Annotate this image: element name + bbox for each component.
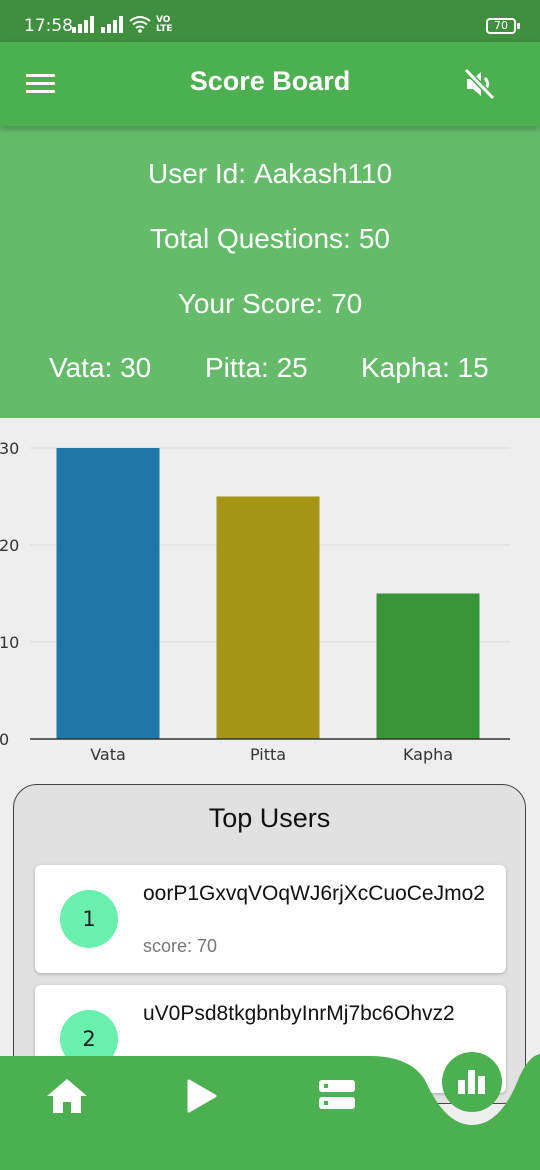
user-name: uV0Psd8tkgbnbyInrMj7bc6Ohvz2	[143, 1002, 455, 1025]
nav-play-button[interactable]	[186, 1078, 218, 1114]
menu-button[interactable]	[26, 72, 56, 96]
bar-chart-icon	[458, 1070, 485, 1094]
kapha-score: Kapha: 15	[361, 352, 489, 384]
battery-indicator: 70	[486, 18, 516, 34]
total-questions-row: Total Questions: 50	[0, 223, 540, 255]
x-tick-label: Vata	[90, 745, 126, 764]
your-score-value: 70	[331, 288, 363, 319]
your-score-row: Your Score: 70	[0, 288, 540, 320]
app-bar: Score Board	[0, 42, 540, 126]
nav-scoreboard-button[interactable]	[442, 1052, 502, 1112]
bar-vata	[56, 448, 160, 739]
kapha-label: Kapha:	[361, 352, 450, 383]
total-questions-label: Total Questions:	[150, 223, 351, 254]
user-id-row: User Id: Aakash110	[0, 158, 540, 190]
score-summary-panel: User Id: Aakash110 Total Questions: 50 You…	[0, 126, 540, 418]
vata-value: 30	[120, 352, 152, 383]
x-tick-label: Kapha	[403, 745, 453, 764]
home-icon	[47, 1079, 87, 1113]
kapha-value: 15	[457, 352, 489, 383]
total-questions-value: 50	[358, 223, 390, 254]
vata-score: Vata: 30	[49, 352, 151, 384]
play-icon	[187, 1079, 217, 1113]
nav-list-button[interactable]	[318, 1078, 356, 1112]
user-list-item[interactable]: 1 oorP1GxvqVOqWJ6rjXcCuoCeJmo2 score: 70	[35, 865, 506, 973]
user-id-value: Aakash110	[254, 158, 393, 189]
top-users-title: Top Users	[208, 803, 331, 833]
signal-icon-2	[101, 16, 123, 33]
volume-mute-icon	[463, 67, 496, 101]
nav-home-button[interactable]	[46, 1076, 88, 1116]
user-score: score: 70	[143, 936, 218, 956]
vata-label: Vata:	[49, 352, 113, 383]
bar-kapha	[376, 593, 480, 739]
bottom-navigation	[0, 1054, 540, 1170]
status-bar: 17:58 VO LTE 70	[0, 0, 540, 42]
y-tick-label: 0	[0, 730, 9, 749]
y-tick-label: 30	[0, 439, 19, 458]
page-title: Score Board	[189, 66, 351, 96]
x-tick-label: Pitta	[250, 745, 286, 764]
dosha-bar-chart: 0 10 20 30 Vata Pitta Kapha	[0, 439, 510, 764]
pitta-label: Pitta:	[205, 352, 269, 383]
y-tick-label: 20	[0, 536, 19, 555]
user-id-label: User Id:	[147, 158, 246, 189]
y-tick-label: 10	[0, 633, 19, 652]
volte-label: VO LTE	[156, 15, 173, 34]
status-time: 17:58	[24, 16, 73, 36]
signal-icon	[72, 16, 94, 33]
pitta-score: Pitta: 25	[205, 352, 308, 384]
pitta-value: 25	[276, 352, 308, 383]
battery-tip	[517, 23, 520, 29]
user-name: oorP1GxvqVOqWJ6rjXcCuoCeJmo2	[143, 882, 485, 905]
your-score-label: Your Score:	[177, 288, 324, 319]
bar-pitta	[216, 496, 320, 739]
rank-badge: 1	[60, 890, 118, 948]
wifi-icon	[129, 16, 151, 33]
list-icon	[319, 1080, 355, 1109]
sound-toggle-button[interactable]	[462, 66, 498, 102]
